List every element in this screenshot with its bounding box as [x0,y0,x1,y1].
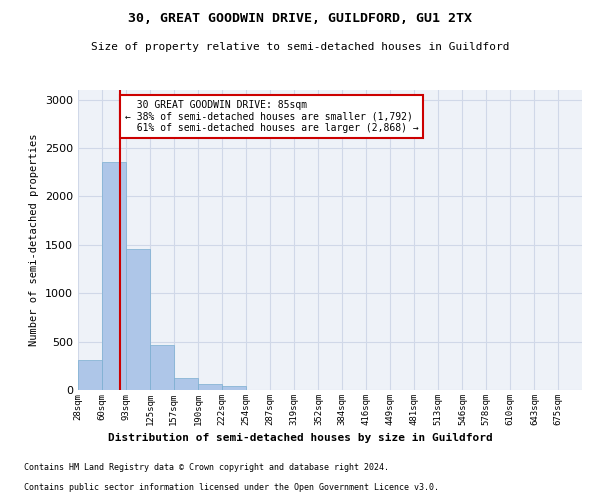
Text: Contains public sector information licensed under the Open Government Licence v3: Contains public sector information licen… [24,484,439,492]
Text: Contains HM Land Registry data © Crown copyright and database right 2024.: Contains HM Land Registry data © Crown c… [24,464,389,472]
Bar [78,360,102,390]
Text: 30, GREAT GOODWIN DRIVE, GUILDFORD, GU1 2TX: 30, GREAT GOODWIN DRIVE, GUILDFORD, GU1 … [128,12,472,26]
Text: Distribution of semi-detached houses by size in Guildford: Distribution of semi-detached houses by … [107,432,493,442]
Bar [102,162,125,390]
Bar [222,386,246,390]
Text: 30 GREAT GOODWIN DRIVE: 85sqm
← 38% of semi-detached houses are smaller (1,792)
: 30 GREAT GOODWIN DRIVE: 85sqm ← 38% of s… [125,100,419,133]
Bar [126,249,150,390]
Text: Size of property relative to semi-detached houses in Guildford: Size of property relative to semi-detach… [91,42,509,52]
Bar [198,384,222,390]
Bar [174,378,197,390]
Bar [150,344,174,390]
Y-axis label: Number of semi-detached properties: Number of semi-detached properties [29,134,40,346]
